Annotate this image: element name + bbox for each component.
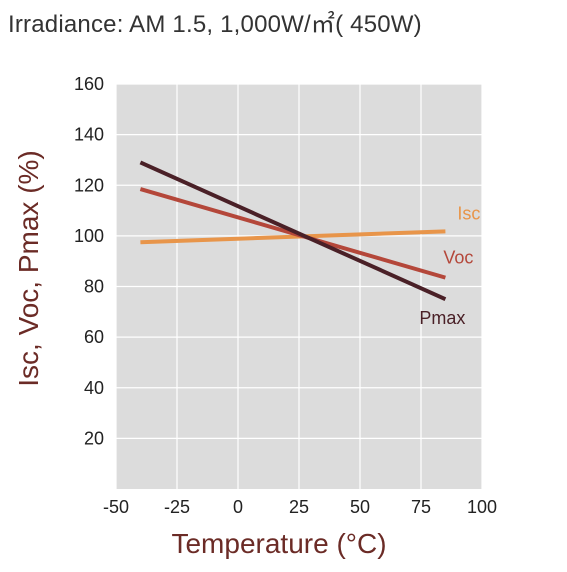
- y-tick-label: 80: [84, 277, 104, 297]
- y-tick-label: 60: [84, 327, 104, 347]
- x-tick-label: -25: [164, 497, 190, 517]
- y-tick-label: 20: [84, 428, 104, 448]
- series-lines: [139, 160, 447, 301]
- series-label-pmax: Pmax: [419, 308, 465, 328]
- series-line-pmax: [139, 160, 447, 301]
- series-line-isc: [140, 229, 446, 245]
- y-axis-label: Isc, Voc, Pmax (%): [13, 150, 44, 387]
- x-tick-labels: -50 -25 0 25 50 75 100: [103, 497, 497, 517]
- y-tick-label: 100: [74, 226, 104, 246]
- y-tick-label: 160: [74, 74, 104, 94]
- series-label-voc: Voc: [443, 248, 473, 268]
- y-tick-label: 120: [74, 175, 104, 195]
- x-tick-label: 25: [289, 497, 309, 517]
- x-tick-label: 50: [350, 497, 370, 517]
- y-tick-label: 140: [74, 125, 104, 145]
- x-tick-label: -50: [103, 497, 129, 517]
- series-label-isc: Isc: [457, 203, 480, 223]
- x-tick-label: 100: [467, 497, 497, 517]
- x-tick-label: 75: [411, 497, 431, 517]
- series-line-voc: [139, 187, 446, 280]
- series-labels: Isc Voc Pmax: [419, 203, 480, 328]
- chart-title: Irradiance: AM 1.5, 1,000W/㎡( 450W): [8, 11, 422, 38]
- y-tick-label: 40: [84, 378, 104, 398]
- x-axis-label: Temperature (°C): [171, 528, 386, 559]
- x-tick-label: 0: [233, 497, 243, 517]
- y-tick-labels: 20 40 60 80 100 120 140 160: [74, 74, 104, 448]
